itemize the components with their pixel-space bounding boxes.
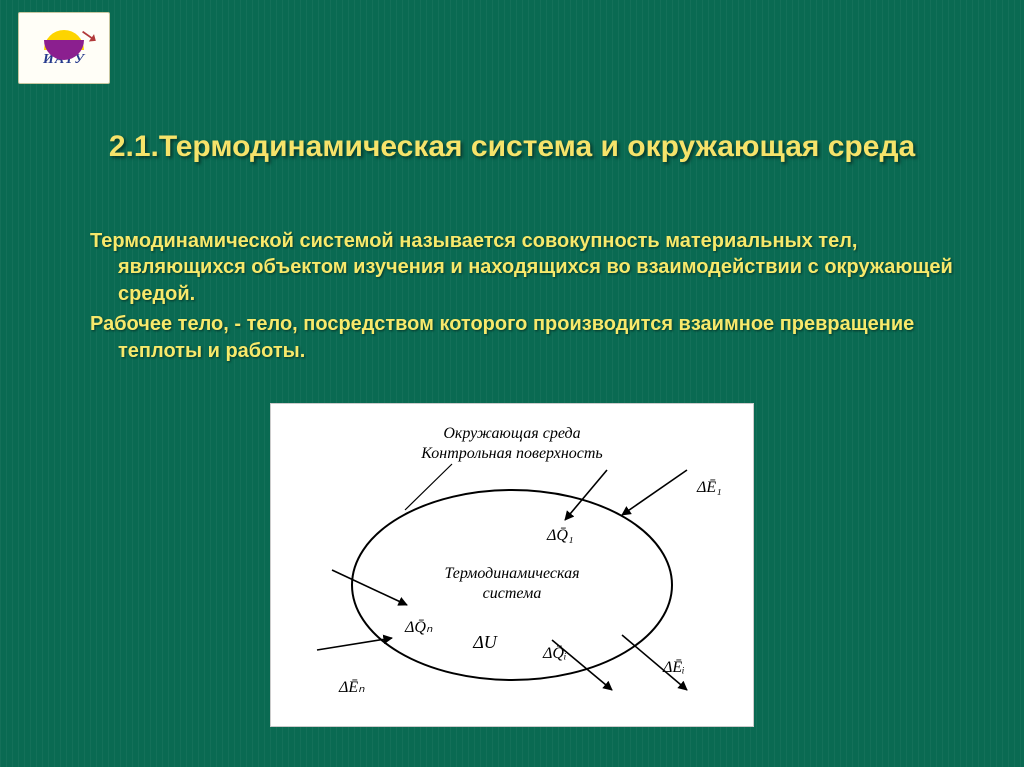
logo-graphic (34, 28, 94, 54)
arrow-E1 (622, 470, 687, 515)
paragraph-2: Рабочее тело, - тело, посредством которо… (90, 311, 964, 364)
arrow-En (317, 638, 392, 650)
label-dU: ΔU (472, 632, 498, 652)
paragraph-1: Термодинамической системой называется со… (90, 228, 964, 307)
label-dEi: ΔĒᵢ (662, 659, 685, 676)
label-surface: Контрольная поверхность (420, 445, 602, 462)
label-dE1: ΔĒ₁ (696, 479, 722, 496)
slide-title: 2.1.Термодинамическая система и окружающ… (0, 128, 1024, 166)
slide-body: Термодинамической системой называется со… (90, 228, 964, 368)
label-dQ1: ΔQ̄₁ (546, 527, 574, 544)
arrow-Qn (332, 570, 407, 605)
label-system-1: Термодинамическая (444, 565, 579, 582)
slide: ИАТУ 2.1.Термодинамическая система и окр… (0, 0, 1024, 767)
label-system-2: система (483, 585, 542, 602)
arrow-Q1 (565, 470, 607, 520)
label-env: Окружающая среда (443, 425, 580, 442)
label-dQi: ΔQ̄ᵢ (542, 645, 566, 662)
thermodynamic-diagram: Окружающая среда Контрольная поверхность… (277, 410, 747, 720)
logo: ИАТУ (18, 12, 110, 84)
title-text: 2.1.Термодинамическая система и окружающ… (0, 128, 1024, 166)
diagram-container: Окружающая среда Контрольная поверхность… (270, 403, 754, 727)
label-dQn: ΔQ̄ₙ (404, 619, 433, 636)
label-dEn: ΔĒₙ (338, 679, 365, 696)
